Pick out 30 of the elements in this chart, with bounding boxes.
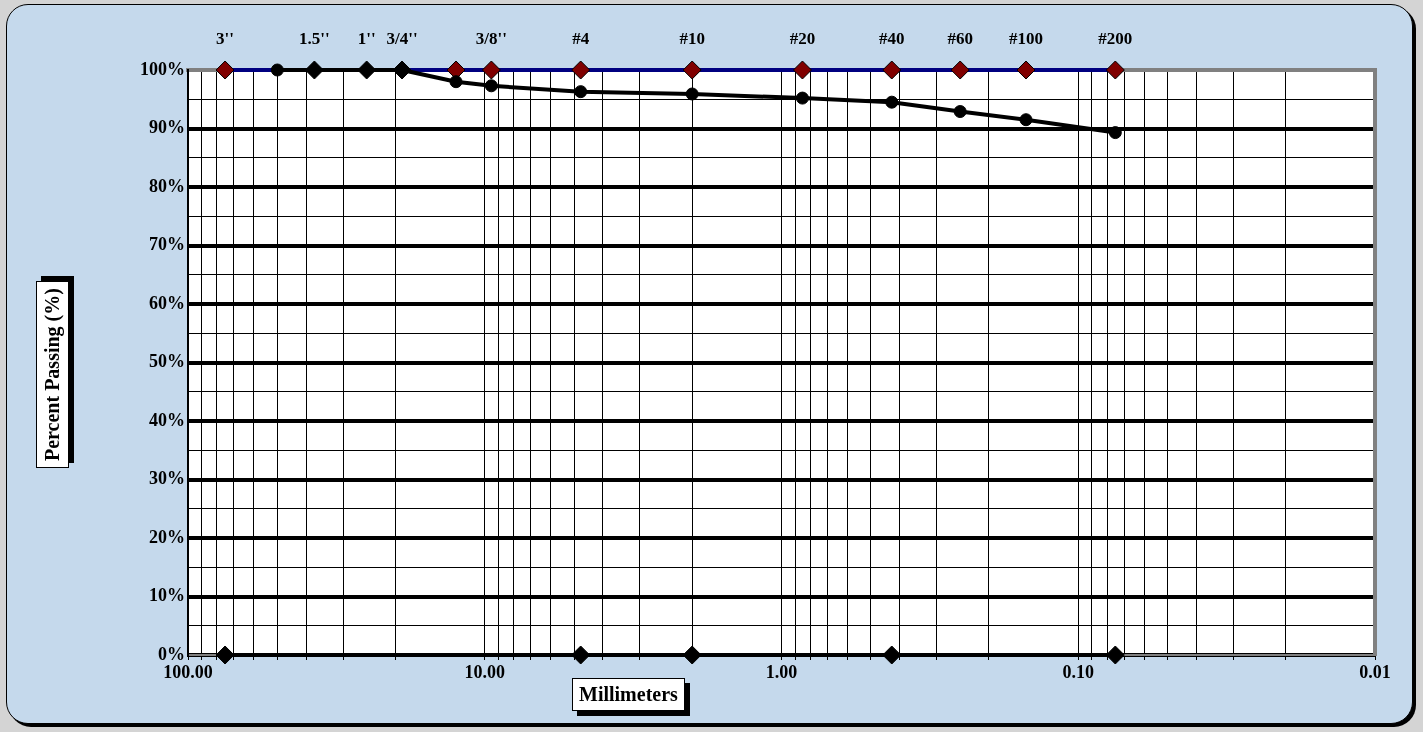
annotation: #10	[679, 29, 705, 48]
x-tick-label: 10.00	[464, 662, 505, 683]
annotation: 3/4''	[386, 29, 418, 48]
y-tick-label: 90%	[149, 117, 185, 138]
x-tick-label: 0.01	[1359, 662, 1391, 683]
y-tick-label: 50%	[149, 351, 185, 372]
annotation: 3''	[216, 29, 235, 48]
annotation: #4	[572, 29, 590, 48]
annotation: #40	[879, 29, 905, 48]
y-tick-label: 30%	[149, 468, 185, 489]
annotation: 1''	[357, 29, 376, 48]
x-tick-label: 1.00	[765, 662, 798, 683]
annotation: #60	[947, 29, 973, 48]
y-tick-label: 60%	[149, 292, 185, 313]
annotation: #200	[1098, 29, 1133, 48]
y-tick-label: 100%	[140, 58, 185, 79]
x-axis-title: Millimeters	[572, 678, 685, 711]
y-tick-label: 70%	[149, 234, 185, 255]
x-tick-label: 0.10	[1062, 662, 1094, 683]
y-tick-label: 0%	[158, 643, 185, 664]
y-tick-label: 80%	[149, 175, 185, 196]
annotation: #100	[1008, 29, 1043, 48]
y-tick-label: 10%	[149, 585, 185, 606]
annotation: 1.5''	[299, 29, 330, 48]
x-tick-label: 100.00	[163, 662, 213, 683]
annotation: #20	[789, 29, 816, 48]
y-axis-title: Percent Passing (%)	[36, 281, 69, 468]
y-tick-label: 20%	[149, 526, 185, 547]
y-tick-label: 40%	[149, 409, 185, 430]
annotation: 3/8''	[475, 29, 507, 48]
